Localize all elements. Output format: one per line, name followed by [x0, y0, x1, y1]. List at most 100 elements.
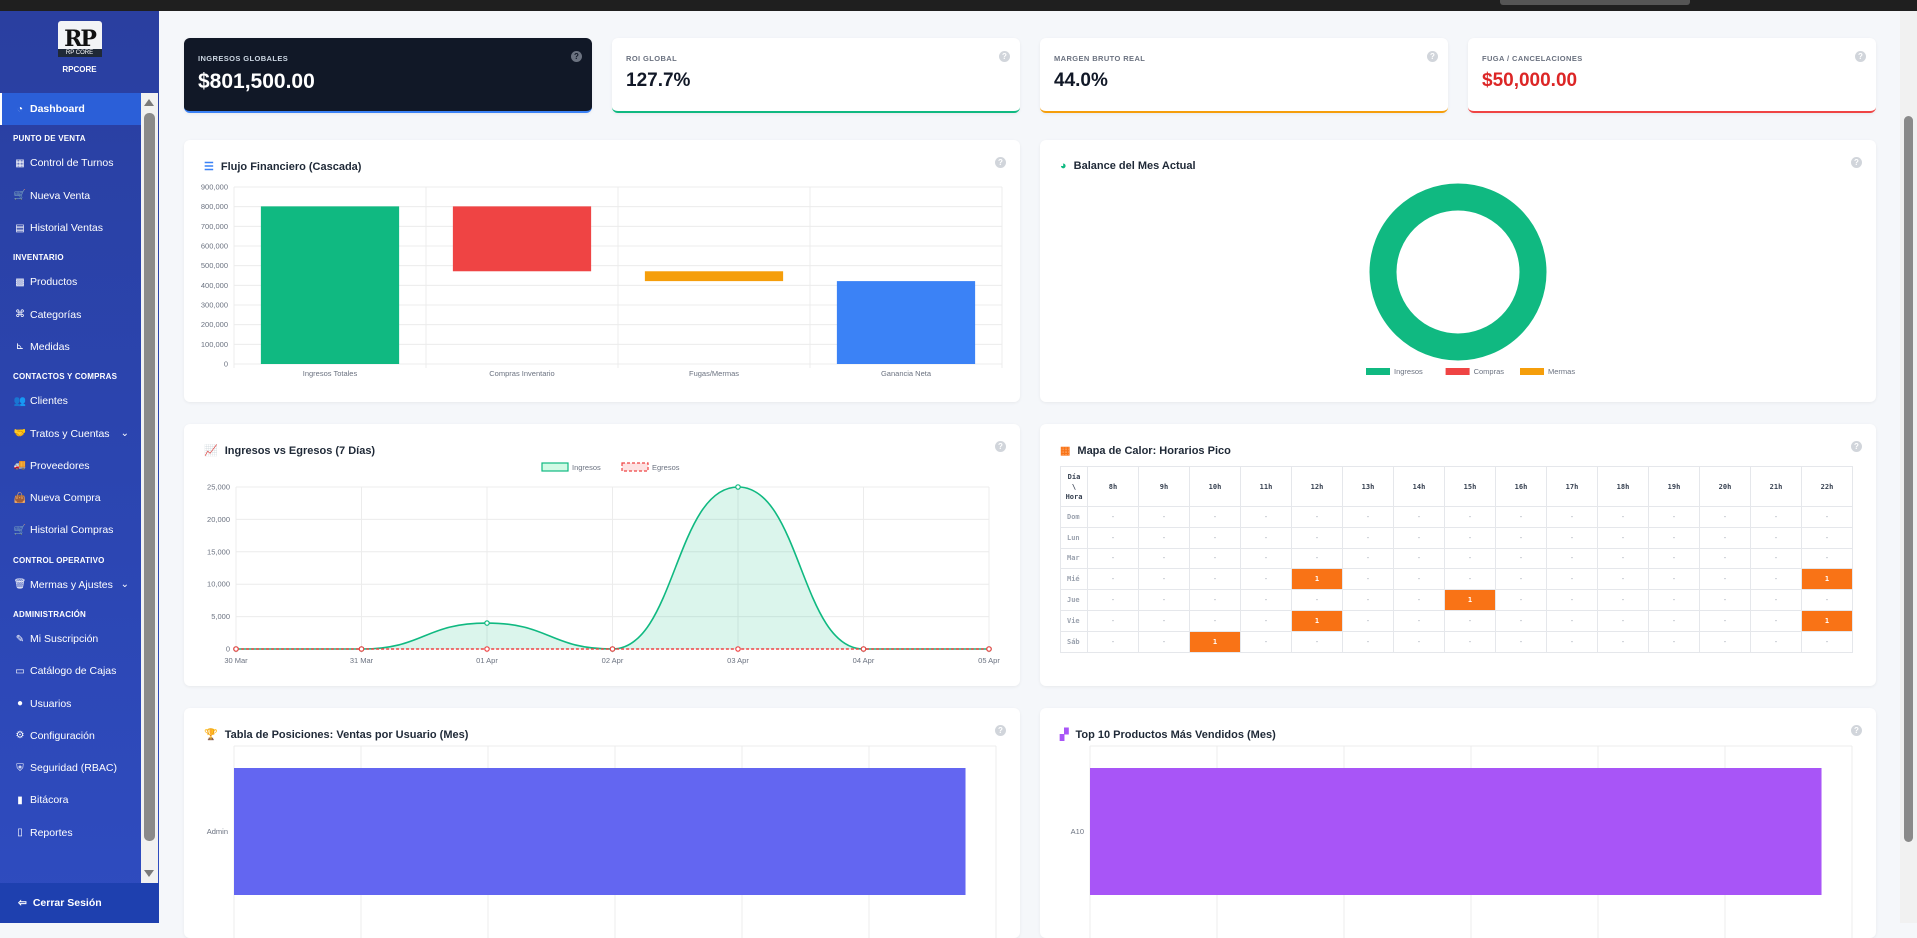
- heatmap-cell[interactable]: -: [1495, 568, 1547, 591]
- heatmap-cell[interactable]: -: [1495, 547, 1547, 570]
- heatmap-cell[interactable]: -: [1393, 568, 1445, 591]
- heatmap-cell[interactable]: -: [1699, 630, 1751, 653]
- heatmap-cell[interactable]: -: [1546, 547, 1598, 570]
- sidebar-item-seguridad-rbac[interactable]: ⛨ Seguridad (RBAC): [0, 752, 141, 784]
- heatmap-cell[interactable]: -: [1087, 609, 1139, 632]
- heatmap-cell[interactable]: -: [1699, 568, 1751, 591]
- scroll-thumb[interactable]: [144, 113, 155, 841]
- heatmap-cell[interactable]: -: [1393, 506, 1445, 528]
- heatmap-cell[interactable]: -: [1495, 630, 1547, 653]
- main-scrollbar[interactable]: [1900, 11, 1917, 923]
- sidebar-item-reportes[interactable]: ▯ Reportes: [0, 817, 141, 849]
- heatmap-cell[interactable]: -: [1597, 506, 1649, 528]
- heatmap-cell[interactable]: -: [1291, 506, 1343, 528]
- sidebar-item-proveedores[interactable]: 🚚 Proveedores: [0, 450, 141, 482]
- heatmap-cell[interactable]: -: [1750, 568, 1802, 591]
- heatmap-cell[interactable]: -: [1240, 589, 1292, 611]
- sidebar-item-configuraci-n[interactable]: ⚙ Configuración: [0, 720, 141, 752]
- heatmap-cell[interactable]: -: [1597, 568, 1649, 591]
- heatmap-cell[interactable]: -: [1087, 568, 1139, 591]
- heatmap-cell[interactable]: -: [1240, 526, 1292, 549]
- help-icon[interactable]: ?: [1427, 51, 1438, 62]
- heatmap-cell[interactable]: -: [1087, 630, 1139, 653]
- heatmap-cell[interactable]: -: [1240, 568, 1292, 591]
- heatmap-cell[interactable]: -: [1444, 526, 1496, 549]
- heatmap-cell[interactable]: -: [1546, 609, 1598, 632]
- heatmap-cell[interactable]: -: [1138, 568, 1190, 591]
- sidebar-item-medidas[interactable]: ⊾ Medidas: [0, 331, 141, 363]
- chevron-down-icon[interactable]: ⌄: [120, 428, 129, 440]
- scroll-up-arrow-icon[interactable]: [144, 99, 154, 106]
- heatmap-cell[interactable]: -: [1342, 568, 1394, 591]
- heatmap-cell[interactable]: -: [1342, 526, 1394, 549]
- heatmap-cell[interactable]: -: [1648, 589, 1700, 611]
- main-scroll-thumb[interactable]: [1904, 116, 1913, 842]
- heatmap-cell-hot[interactable]: 1: [1801, 609, 1853, 632]
- sidebar-item-dashboard[interactable]: ◔ Dashboard: [0, 93, 141, 126]
- heatmap-cell[interactable]: -: [1597, 609, 1649, 632]
- horizontal-scroll-thumb[interactable]: [1500, 0, 1690, 5]
- heatmap-cell[interactable]: -: [1342, 609, 1394, 632]
- logout-button[interactable]: ⇦ Cerrar Sesión: [0, 883, 159, 923]
- heatmap-cell[interactable]: -: [1138, 506, 1190, 528]
- heatmap-cell[interactable]: -: [1138, 526, 1190, 549]
- heatmap-cell[interactable]: -: [1546, 630, 1598, 653]
- sidebar-item-mermas-y-ajustes[interactable]: 🗑 Mermas y Ajustes ⌄: [0, 569, 141, 601]
- heatmap-cell[interactable]: -: [1138, 609, 1190, 632]
- logo[interactable]: RP RP CORE: [57, 21, 102, 57]
- heatmap-cell[interactable]: -: [1138, 547, 1190, 570]
- heatmap-cell[interactable]: -: [1801, 589, 1853, 611]
- sidebar-item-historial-ventas[interactable]: ▤ Historial Ventas: [0, 212, 141, 244]
- heatmap-cell[interactable]: -: [1240, 609, 1292, 632]
- heatmap-cell-hot[interactable]: 1: [1189, 630, 1241, 653]
- heatmap-cell[interactable]: -: [1648, 526, 1700, 549]
- heatmap-cell[interactable]: -: [1393, 526, 1445, 549]
- heatmap-cell[interactable]: -: [1750, 589, 1802, 611]
- heatmap-cell[interactable]: -: [1138, 589, 1190, 611]
- help-icon[interactable]: ?: [1855, 51, 1866, 62]
- help-icon[interactable]: ?: [995, 157, 1006, 168]
- heatmap-cell-hot[interactable]: 1: [1801, 568, 1853, 591]
- sidebar-item-productos[interactable]: ▩ Productos: [0, 266, 141, 298]
- heatmap-cell[interactable]: -: [1393, 630, 1445, 653]
- sidebar-item-nueva-compra[interactable]: 👜 Nueva Compra: [0, 482, 141, 514]
- heatmap-cell[interactable]: -: [1444, 547, 1496, 570]
- heatmap-cell[interactable]: -: [1699, 526, 1751, 549]
- heatmap-cell[interactable]: -: [1444, 568, 1496, 591]
- heatmap-cell[interactable]: -: [1342, 589, 1394, 611]
- heatmap-cell[interactable]: -: [1546, 506, 1598, 528]
- help-icon[interactable]: ?: [995, 441, 1006, 452]
- heatmap-cell[interactable]: -: [1087, 506, 1139, 528]
- heatmap-cell[interactable]: -: [1189, 589, 1241, 611]
- heatmap-cell[interactable]: -: [1087, 547, 1139, 570]
- heatmap-cell[interactable]: -: [1495, 506, 1547, 528]
- heatmap-cell[interactable]: -: [1189, 506, 1241, 528]
- heatmap-cell[interactable]: -: [1597, 630, 1649, 653]
- heatmap-cell-hot[interactable]: 1: [1291, 609, 1343, 632]
- heatmap-cell[interactable]: -: [1699, 589, 1751, 611]
- help-icon[interactable]: ?: [1851, 441, 1862, 452]
- chevron-down-icon[interactable]: ⌄: [120, 579, 129, 591]
- sidebar-scrollbar[interactable]: [141, 93, 158, 883]
- heatmap-cell[interactable]: -: [1189, 526, 1241, 549]
- sidebar-item-mi-suscripci-n[interactable]: ✎ Mi Suscripción: [0, 623, 141, 655]
- heatmap-cell[interactable]: -: [1750, 526, 1802, 549]
- sidebar-item-categor-as[interactable]: ⌘ Categorías: [0, 298, 141, 330]
- heatmap-cell[interactable]: -: [1597, 547, 1649, 570]
- heatmap-cell[interactable]: -: [1750, 547, 1802, 570]
- sidebar-item-bit-cora[interactable]: ▮ Bitácora: [0, 784, 141, 816]
- heatmap-cell[interactable]: -: [1648, 609, 1700, 632]
- heatmap-cell[interactable]: -: [1597, 526, 1649, 549]
- heatmap-cell[interactable]: -: [1546, 589, 1598, 611]
- help-icon[interactable]: ?: [1851, 725, 1862, 736]
- heatmap-cell[interactable]: -: [1189, 547, 1241, 570]
- heatmap-cell[interactable]: -: [1801, 547, 1853, 570]
- heatmap-cell-hot[interactable]: 1: [1444, 589, 1496, 611]
- sidebar-item-usuarios[interactable]: ● Usuarios: [0, 687, 141, 719]
- heatmap-cell[interactable]: -: [1648, 630, 1700, 653]
- heatmap-cell[interactable]: -: [1597, 589, 1649, 611]
- heatmap-cell[interactable]: -: [1291, 589, 1343, 611]
- heatmap-cell[interactable]: -: [1291, 547, 1343, 570]
- sidebar-item-nueva-venta[interactable]: 🛒 Nueva Venta: [0, 180, 141, 212]
- heatmap-cell[interactable]: -: [1546, 526, 1598, 549]
